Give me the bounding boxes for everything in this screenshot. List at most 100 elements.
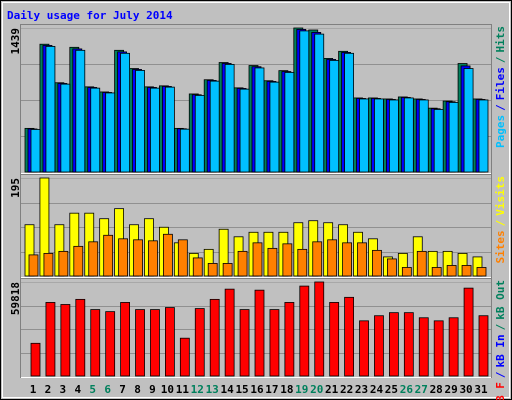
bar — [192, 257, 203, 277]
x-tick-label: 22 — [340, 383, 353, 396]
x-tick-label: 28 — [430, 383, 443, 396]
chart-title: Daily usage for July 2014 — [7, 9, 173, 22]
x-tick-label: 24 — [370, 383, 384, 396]
bar — [312, 241, 323, 277]
x-tick-label: 11 — [176, 383, 190, 396]
legend-entry: Sites — [494, 230, 507, 263]
x-tick-label: 1 — [30, 383, 37, 396]
x-tick-label: 17 — [265, 383, 278, 396]
x-tick-label: 30 — [459, 383, 472, 396]
bar — [359, 320, 369, 377]
x-tick-label: 7 — [119, 383, 126, 396]
bar — [30, 129, 41, 173]
bar — [416, 250, 427, 277]
bar — [209, 80, 220, 173]
bar — [224, 288, 235, 377]
bar — [433, 320, 444, 377]
bar — [448, 102, 459, 173]
bar — [269, 81, 280, 173]
bar — [179, 337, 190, 377]
bar — [150, 309, 160, 377]
bar — [297, 248, 308, 277]
bar — [105, 92, 116, 173]
bar — [88, 241, 99, 277]
y-tick-label: 59818 — [9, 282, 22, 315]
bar — [209, 298, 220, 377]
bar — [148, 240, 158, 277]
x-tick-label: 2 — [45, 383, 52, 396]
legend-entry: Hits — [494, 26, 507, 53]
bar — [448, 317, 459, 377]
x-tick-label: 12 — [191, 383, 204, 396]
x-tick-label: 21 — [325, 383, 339, 396]
legend: kB F / kB In / kB Out — [494, 280, 507, 400]
bar — [254, 67, 265, 173]
bar — [177, 239, 188, 277]
bar — [60, 83, 71, 173]
bar — [299, 30, 310, 173]
bar — [359, 98, 369, 173]
bar — [269, 309, 280, 377]
bar — [60, 304, 71, 377]
bar — [403, 97, 414, 173]
bar — [194, 95, 205, 173]
bar — [418, 99, 429, 173]
x-tick-label: 8 — [134, 383, 141, 396]
x-tick-label: 27 — [415, 383, 428, 396]
bar — [135, 309, 145, 377]
x-tick-label: 18 — [280, 383, 293, 396]
bar — [388, 312, 399, 377]
bar — [75, 298, 86, 377]
x-tick-label: 26 — [400, 383, 414, 396]
bar — [90, 309, 101, 377]
legend-separator: / — [494, 219, 507, 226]
legend-entry: Visits — [494, 176, 507, 216]
legend-entry: Files — [494, 67, 507, 100]
x-tick-label: 14 — [221, 383, 235, 396]
legend-entry: Pages — [494, 115, 507, 148]
bar — [299, 285, 310, 377]
bar — [162, 233, 173, 277]
x-tick-label: 31 — [474, 383, 488, 396]
bar — [75, 49, 86, 173]
bar — [45, 46, 56, 173]
bar — [237, 250, 248, 277]
bar — [118, 238, 128, 277]
x-tick-label: 5 — [89, 383, 96, 396]
x-tick-label: 3 — [60, 383, 67, 396]
bar — [403, 312, 414, 377]
x-tick-label: 23 — [355, 383, 368, 396]
bar — [478, 315, 489, 377]
bar — [194, 308, 205, 377]
bar — [284, 72, 295, 173]
bar — [401, 267, 412, 277]
bar — [120, 302, 130, 377]
x-tick-label: 4 — [74, 383, 81, 396]
bar — [431, 267, 442, 277]
bar — [150, 87, 160, 173]
bar — [446, 265, 457, 277]
bar — [45, 302, 56, 377]
legend-separator: / — [494, 323, 507, 330]
bar — [267, 247, 278, 277]
bar — [461, 265, 472, 277]
bar — [329, 60, 340, 173]
legend: Pages / Files / Hits — [494, 26, 507, 148]
bar — [344, 52, 355, 173]
legend-separator: / — [494, 56, 507, 63]
x-tick-label: 16 — [250, 383, 264, 396]
bar — [344, 296, 355, 377]
x-tick-label: 19 — [295, 383, 308, 396]
x-tick-label: 25 — [385, 383, 398, 396]
bar — [30, 342, 41, 377]
bar — [478, 99, 489, 173]
y-tick-label: 1439 — [9, 28, 22, 55]
legend: Sites / Visits — [494, 176, 507, 264]
bar — [314, 33, 325, 173]
bar — [179, 128, 190, 173]
bar — [342, 242, 353, 277]
legend-entry: kB Out — [494, 280, 507, 320]
